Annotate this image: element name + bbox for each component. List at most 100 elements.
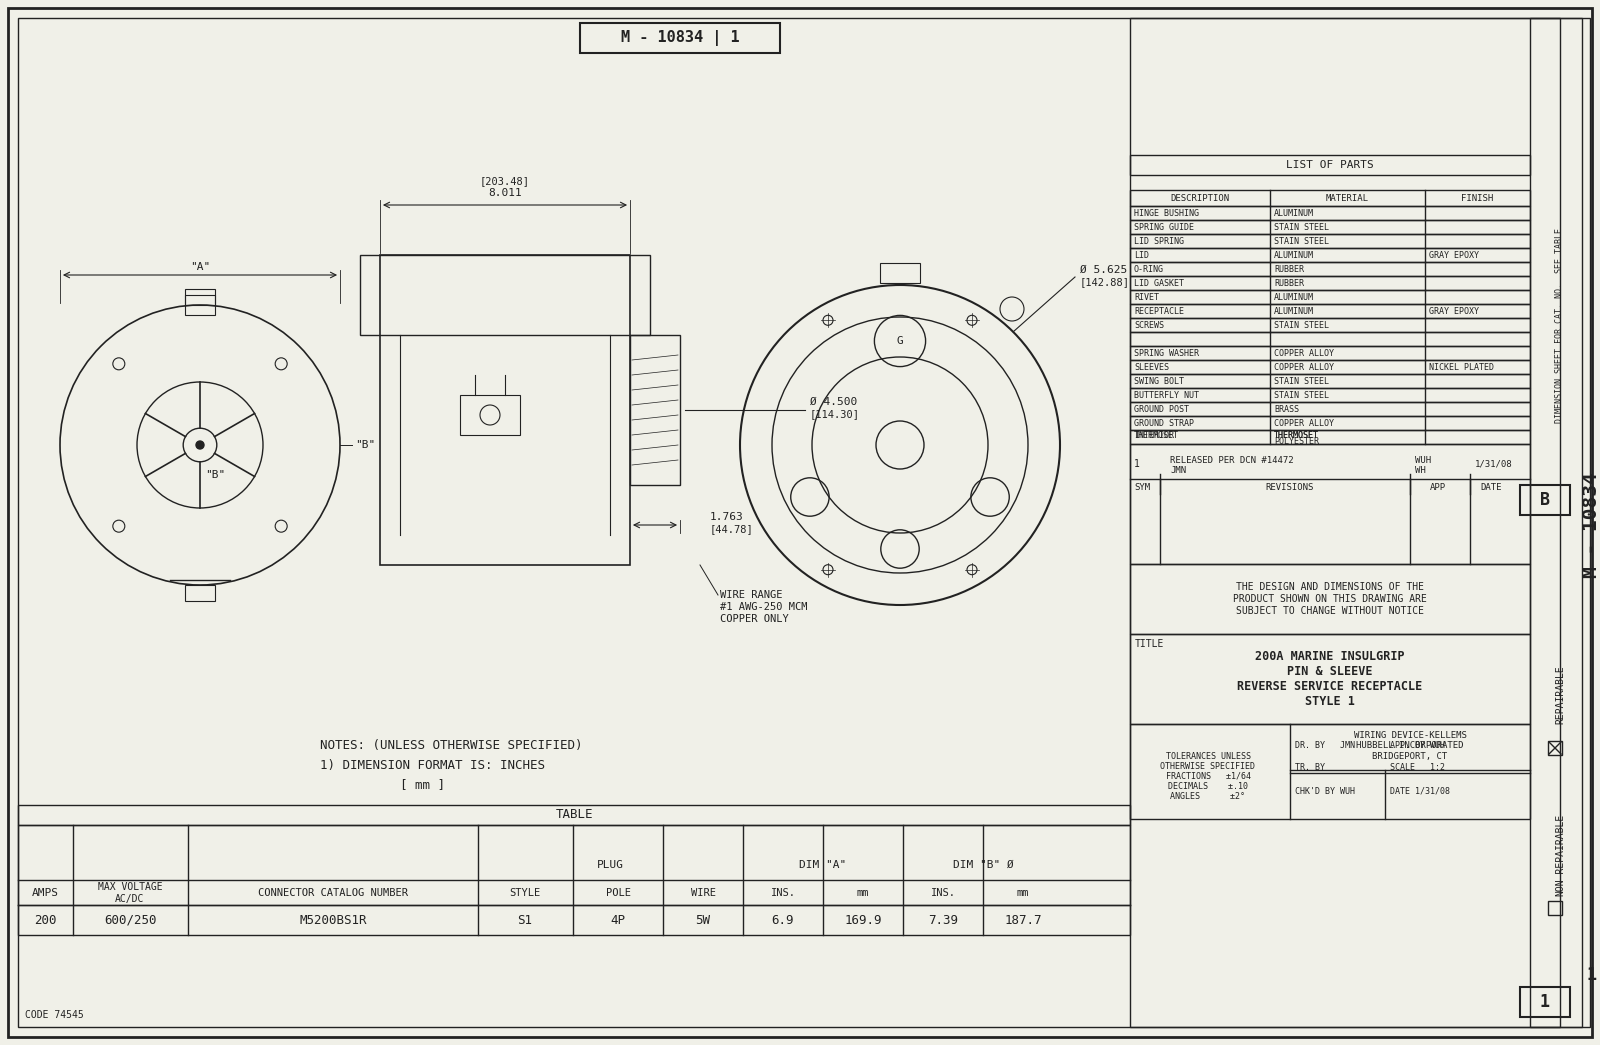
Bar bbox=[1130, 18, 1560, 1027]
Bar bbox=[1130, 416, 1530, 429]
Text: STAIN STEEL: STAIN STEEL bbox=[1274, 223, 1330, 232]
Text: [142.88]: [142.88] bbox=[1080, 277, 1130, 287]
Text: FINISH: FINISH bbox=[1461, 193, 1493, 203]
Text: DIM "B" Ø: DIM "B" Ø bbox=[952, 860, 1013, 870]
Bar bbox=[461, 395, 520, 435]
Text: INTERIOR: INTERIOR bbox=[1134, 431, 1174, 440]
Text: CODE 74545: CODE 74545 bbox=[26, 1011, 83, 1020]
Text: "A": "A" bbox=[190, 262, 210, 272]
Bar bbox=[880, 263, 920, 283]
Text: "B": "B" bbox=[355, 440, 376, 450]
Text: CONNECTOR CATALOG NUMBER: CONNECTOR CATALOG NUMBER bbox=[258, 888, 408, 898]
Text: FRACTIONS   ±1/64
DECIMALS    ±.10
ANGLES      ±2°: FRACTIONS ±1/64 DECIMALS ±.10 ANGLES ±2° bbox=[1165, 771, 1251, 802]
Text: PLUG: PLUG bbox=[597, 860, 624, 870]
Text: WIRING DEVICE-KELLEMS
HUBBELL INCORPORATED
BRIDGEPORT, CT: WIRING DEVICE-KELLEMS HUBBELL INCORPORAT… bbox=[1354, 732, 1467, 761]
Text: COPPER ALLOY: COPPER ALLOY bbox=[1274, 348, 1334, 357]
Text: LID GASKET: LID GASKET bbox=[1134, 279, 1184, 287]
Text: mm: mm bbox=[856, 888, 869, 898]
Text: Ø 4.500: Ø 4.500 bbox=[810, 397, 858, 407]
Bar bbox=[1130, 374, 1530, 388]
Text: SPRING WASHER: SPRING WASHER bbox=[1134, 348, 1198, 357]
Text: SLEEVES: SLEEVES bbox=[1134, 363, 1170, 372]
Text: DIMENSION SHEET FOR CAT. NO.  SEE TABLE: DIMENSION SHEET FOR CAT. NO. SEE TABLE bbox=[1555, 228, 1565, 422]
Circle shape bbox=[197, 441, 205, 449]
Bar bbox=[1520, 986, 1570, 1017]
Bar bbox=[1520, 485, 1570, 515]
Text: G: G bbox=[896, 336, 904, 346]
Bar bbox=[1547, 741, 1562, 754]
Text: POLYESTER: POLYESTER bbox=[1274, 437, 1318, 445]
Text: NICKEL PLATED: NICKEL PLATED bbox=[1429, 363, 1494, 372]
Text: WH: WH bbox=[1414, 465, 1426, 474]
Bar bbox=[1130, 155, 1530, 175]
Bar bbox=[1130, 206, 1530, 220]
Text: B: B bbox=[1539, 491, 1550, 509]
Text: 200A MARINE INSULGRIP
PIN & SLEEVE
REVERSE SERVICE RECEPTACLE
STYLE 1: 200A MARINE INSULGRIP PIN & SLEEVE REVER… bbox=[1237, 650, 1422, 709]
Text: NON-REPAIRABLE: NON-REPAIRABLE bbox=[1555, 814, 1565, 897]
Bar bbox=[1130, 248, 1530, 262]
Text: WIRE RANGE: WIRE RANGE bbox=[720, 590, 782, 600]
Text: mm: mm bbox=[1016, 888, 1029, 898]
Bar bbox=[581, 23, 781, 53]
Text: 1: 1 bbox=[1134, 459, 1139, 469]
Text: MATERIAL: MATERIAL bbox=[1325, 193, 1368, 203]
Bar bbox=[18, 825, 1130, 935]
Text: 5W: 5W bbox=[696, 913, 710, 927]
Text: CHK'D BY WUH: CHK'D BY WUH bbox=[1294, 787, 1355, 795]
Text: THERMOSET: THERMOSET bbox=[1134, 431, 1179, 440]
Text: GRAY EPOXY: GRAY EPOXY bbox=[1429, 306, 1478, 316]
Text: S1: S1 bbox=[517, 913, 533, 927]
Text: 600/250: 600/250 bbox=[104, 913, 157, 927]
Text: DR. BY   JMN: DR. BY JMN bbox=[1294, 741, 1355, 749]
Text: GRAY EPOXY: GRAY EPOXY bbox=[1429, 251, 1478, 259]
Bar bbox=[1130, 388, 1530, 402]
Text: LID SPRING: LID SPRING bbox=[1134, 236, 1184, 246]
Bar bbox=[1130, 346, 1530, 359]
Bar bbox=[1130, 291, 1530, 304]
Text: 1: 1 bbox=[1539, 993, 1550, 1011]
Text: [114.30]: [114.30] bbox=[810, 409, 861, 419]
Bar bbox=[630, 335, 680, 485]
Text: STAIN STEEL: STAIN STEEL bbox=[1274, 391, 1330, 399]
Text: SCREWS: SCREWS bbox=[1134, 321, 1165, 329]
Text: #1 AWG-250 MCM: #1 AWG-250 MCM bbox=[720, 602, 808, 612]
Bar bbox=[1130, 318, 1530, 332]
Text: 1: 1 bbox=[1587, 966, 1597, 984]
Bar bbox=[18, 805, 1130, 825]
Text: THE DESIGN AND DIMENSIONS OF THE
PRODUCT SHOWN ON THIS DRAWING ARE
SUBJECT TO CH: THE DESIGN AND DIMENSIONS OF THE PRODUCT… bbox=[1234, 582, 1427, 616]
Text: STAIN STEEL: STAIN STEEL bbox=[1274, 321, 1330, 329]
Text: STAIN STEEL: STAIN STEEL bbox=[1274, 376, 1330, 386]
Bar bbox=[1130, 276, 1530, 291]
Text: "B": "B" bbox=[205, 470, 226, 480]
Text: WIRE: WIRE bbox=[691, 888, 715, 898]
Text: SWING BOLT: SWING BOLT bbox=[1134, 376, 1184, 386]
Text: WUH: WUH bbox=[1414, 456, 1430, 464]
Bar bbox=[1130, 444, 1530, 564]
Text: COPPER ALLOY: COPPER ALLOY bbox=[1274, 418, 1334, 427]
Text: 1/31/08: 1/31/08 bbox=[1475, 460, 1512, 468]
Text: POLE: POLE bbox=[605, 888, 630, 898]
Text: 4P: 4P bbox=[611, 913, 626, 927]
Text: THERMOSET: THERMOSET bbox=[1274, 431, 1318, 440]
Text: [ mm ]: [ mm ] bbox=[400, 779, 445, 791]
Text: 169.9: 169.9 bbox=[845, 913, 882, 927]
Bar bbox=[1130, 262, 1530, 276]
Text: M - 10834: M - 10834 bbox=[1582, 472, 1600, 578]
Text: TR. BY: TR. BY bbox=[1294, 764, 1325, 772]
Text: TITLE: TITLE bbox=[1134, 638, 1165, 649]
Bar bbox=[1130, 402, 1530, 416]
Text: NOTES: (UNLESS OTHERWISE SPECIFIED): NOTES: (UNLESS OTHERWISE SPECIFIED) bbox=[320, 739, 582, 751]
Bar bbox=[381, 255, 630, 565]
Text: SCALE   1:2: SCALE 1:2 bbox=[1390, 764, 1445, 772]
Text: 200: 200 bbox=[34, 913, 56, 927]
Bar bbox=[1130, 359, 1530, 374]
Text: 187.7: 187.7 bbox=[1005, 913, 1042, 927]
Bar bbox=[186, 295, 214, 315]
Text: DIM "A": DIM "A" bbox=[800, 860, 846, 870]
Bar bbox=[1130, 332, 1530, 346]
Bar bbox=[1130, 429, 1530, 444]
Text: MAX VOLTAGE
AC/DC: MAX VOLTAGE AC/DC bbox=[98, 882, 162, 904]
Text: INS.: INS. bbox=[931, 888, 955, 898]
Bar bbox=[1130, 190, 1530, 206]
Text: GROUND POST: GROUND POST bbox=[1134, 404, 1189, 414]
